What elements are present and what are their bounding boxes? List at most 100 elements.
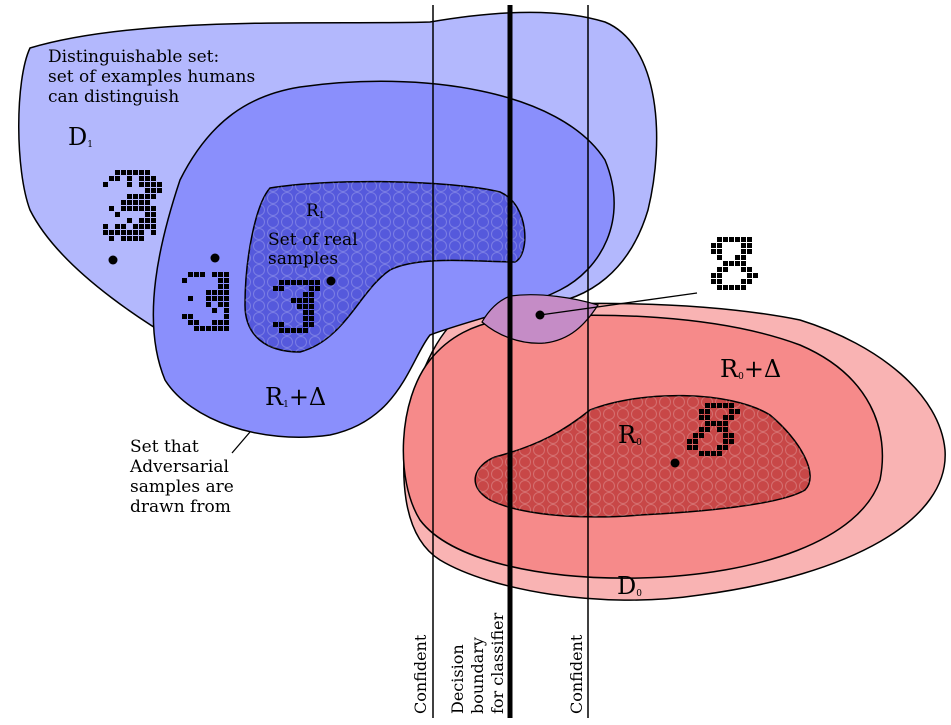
- digit-pixel: [121, 230, 126, 235]
- digit-pixel: [303, 298, 308, 303]
- digit-pixel: [218, 290, 223, 295]
- digit-pixel: [723, 439, 728, 444]
- digit-pixel: [303, 322, 308, 327]
- digit-pixel: [109, 230, 114, 235]
- digit-pixel: [224, 326, 229, 331]
- digit-pixel: [139, 224, 144, 229]
- digit-pixel: [729, 433, 734, 438]
- digit-pixel: [224, 290, 229, 295]
- label-confident-right: Confident: [567, 634, 586, 714]
- digit-pixel: [115, 224, 120, 229]
- digit-pixel: [127, 218, 132, 223]
- leader-line-adversarial: [231, 431, 251, 454]
- digit-pixel: [224, 320, 229, 325]
- digit-pixel: [711, 451, 716, 456]
- digit-pixel: [121, 206, 126, 211]
- label-r0: R0: [618, 421, 642, 449]
- digit-pixel: [717, 273, 722, 278]
- label-r1: R1: [306, 201, 325, 221]
- digit-pixel: [741, 279, 746, 284]
- digit-pixel: [711, 403, 716, 408]
- digit-pixel: [212, 290, 217, 295]
- digit-pixel: [705, 409, 710, 414]
- digit-pixel: [711, 279, 716, 284]
- digit-pixel: [212, 320, 217, 325]
- digit-pixel: [200, 272, 205, 277]
- digit-pixel: [121, 170, 126, 175]
- sample-point-r1-delta: [210, 253, 220, 263]
- digit-pixel: [693, 439, 698, 444]
- digit-pixel: [723, 237, 728, 242]
- digit-pixel: [145, 188, 150, 193]
- adversarial-line-3: samples are: [130, 477, 234, 497]
- digit-pixel: [206, 296, 211, 301]
- digit-pixel: [747, 243, 752, 248]
- digit-pixel: [133, 230, 138, 235]
- digit-pixel: [224, 308, 229, 313]
- leader-line-overlap: [539, 292, 698, 316]
- decision-line-3: for classifier: [488, 612, 507, 714]
- real-samples-line-2: samples: [268, 249, 338, 269]
- digit-pixel: [729, 409, 734, 414]
- distinguishable-line-3: can distinguish: [48, 87, 179, 107]
- digit-pixel: [145, 176, 150, 181]
- digit-pixel: [711, 421, 716, 426]
- digit-pixel: [145, 212, 150, 217]
- label-r1-delta: R1+Δ: [265, 383, 326, 411]
- digit-pixel: [103, 224, 108, 229]
- digit-pixel: [309, 292, 314, 297]
- label-r0-delta: R0+Δ: [720, 355, 781, 383]
- digit-pixel: [699, 409, 704, 414]
- distinguishable-line-1: Distinguishable set:: [48, 47, 219, 67]
- digit-pixel: [212, 272, 217, 277]
- digit-pixel: [693, 445, 698, 450]
- digit-pixel: [291, 328, 296, 333]
- label-d1: D1: [68, 123, 93, 151]
- digit-pixel: [145, 224, 150, 229]
- label-d0: D0: [617, 572, 642, 600]
- digit-pixel: [194, 272, 199, 277]
- digit-pixel: [705, 403, 710, 408]
- digit-pixel: [717, 451, 722, 456]
- digit-pixel: [297, 304, 302, 309]
- digit-pixel: [741, 249, 746, 254]
- digit-pixel: [303, 310, 308, 315]
- digit-pixel: [109, 236, 114, 241]
- digit-pixel: [279, 322, 284, 327]
- digit-pixel: [151, 218, 156, 223]
- digit-pixel: [145, 194, 150, 199]
- digit-pixel: [218, 302, 223, 307]
- digit-pixel: [127, 170, 132, 175]
- digit-pixel: [741, 285, 746, 290]
- digit-pixel: [224, 272, 229, 277]
- digit-pixel: [151, 194, 156, 199]
- digit-pixel: [303, 304, 308, 309]
- digit-pixel: [711, 243, 716, 248]
- digit-pixel: [218, 326, 223, 331]
- digit-pixel: [121, 224, 126, 229]
- digit-pixel: [711, 249, 716, 254]
- digit-pixel: [291, 280, 296, 285]
- digit-pixel: [145, 218, 150, 223]
- digit-pixel: [157, 182, 162, 187]
- digit-pixel: [224, 302, 229, 307]
- digit-pixel: [309, 298, 314, 303]
- digit-pixel: [717, 285, 722, 290]
- digit-pixel: [194, 326, 199, 331]
- digit-pixel: [218, 320, 223, 325]
- digit-pixel: [139, 218, 144, 223]
- adversarial-line-2: Adversarial: [129, 457, 229, 477]
- digit-pixel: [200, 326, 205, 331]
- digit-pixel: [273, 286, 278, 291]
- digit-pixel: [717, 403, 722, 408]
- digit-pixel: [273, 322, 278, 327]
- decision-line-2: boundary: [468, 637, 487, 714]
- digit-pixel: [705, 427, 710, 432]
- digit-pixel: [741, 255, 746, 260]
- digit-pixel: [188, 314, 193, 319]
- digit-pixel: [699, 415, 704, 420]
- digit-pixel: [717, 421, 722, 426]
- digit-pixel: [297, 298, 302, 303]
- digit-pixel: [735, 255, 740, 260]
- digit-pixel: [133, 200, 138, 205]
